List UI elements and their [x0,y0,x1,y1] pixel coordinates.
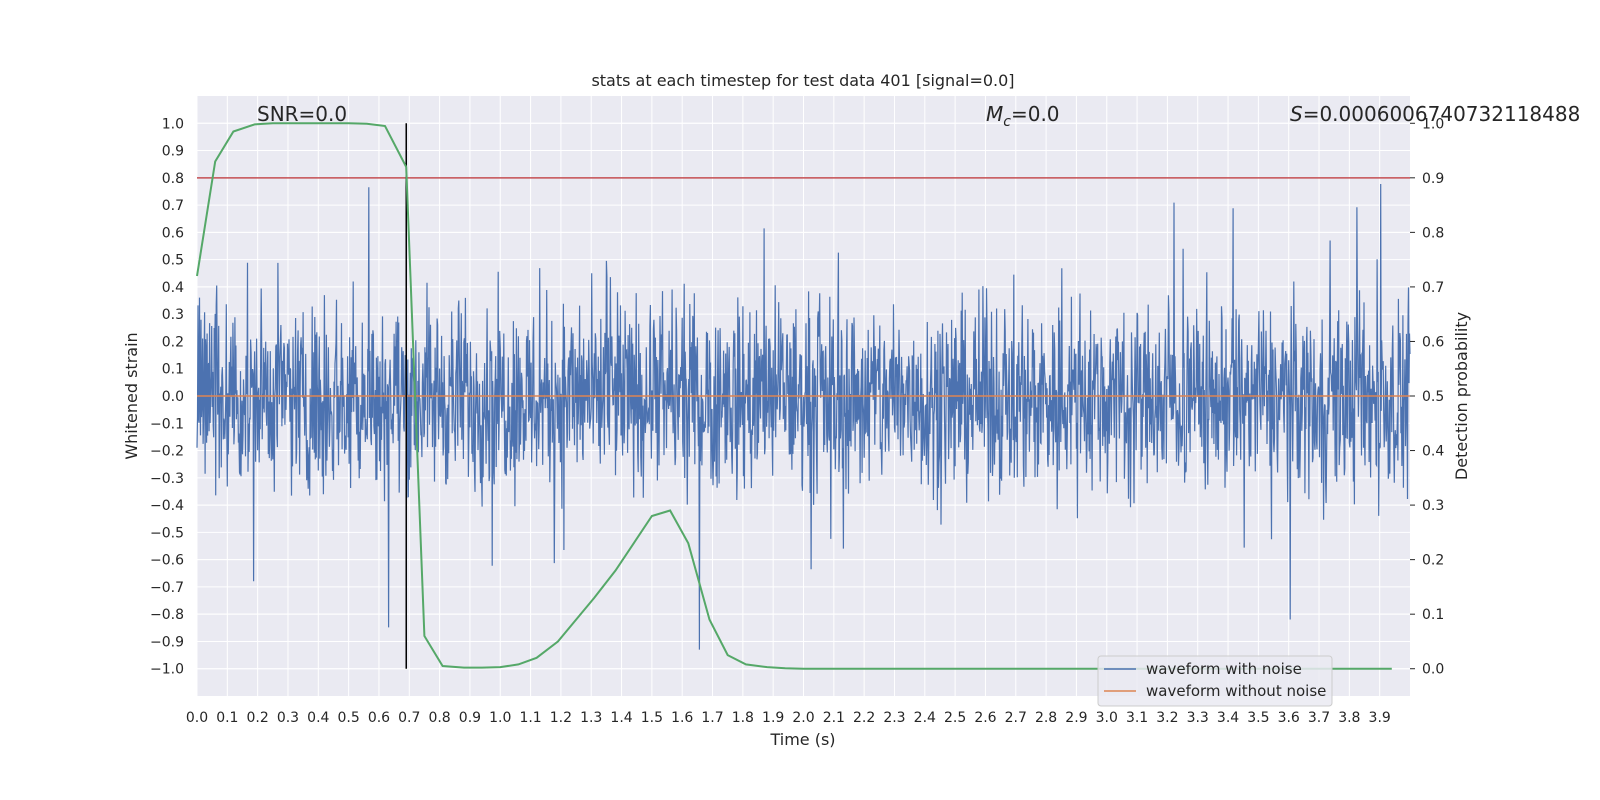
x-tick-label: 1.2 [550,710,572,726]
x-tick-label: 2.0 [792,710,814,726]
x-tick-label: 0.9 [459,710,481,726]
x-tick-label: 2.2 [853,710,875,726]
chirp-mass-symbol: M [986,102,1003,126]
right-y-axis-label: Detection probability [1452,312,1471,480]
s-annotation: S=0.0006006740732118488 [1290,102,1580,126]
y-tick-label: 1.0 [162,116,184,132]
y-tick-label: 0.1 [162,362,184,378]
y-tick-label: −0.2 [150,444,184,460]
x-tick-labels: 0.0 0.1 0.2 0.3 0.4 0.5 0.6 0.7 0.8 0.9 1.0 1.1 1.2 1… [186,710,1391,726]
right-y-tick-label: 0.7 [1422,280,1444,296]
x-tick-label: 1.7 [701,710,723,726]
y-tick-label: −0.5 [150,525,184,541]
x-tick-label: 0.3 [277,710,299,726]
chirp-mass-annotation: Mc=0.0 [986,102,1060,130]
y-tick-label: 0.3 [162,307,184,323]
legend-box [1097,655,1333,707]
y-tick-label: −0.9 [150,634,184,650]
x-tick-label: 3.2 [1156,710,1178,726]
y-tick-label: 0.7 [162,198,184,214]
right-y-tick-label: 0.6 [1422,334,1444,350]
y-tick-label: 0.0 [162,389,184,405]
x-tick-label: 0.4 [307,710,329,726]
x-tick-label: 3.3 [1187,710,1209,726]
x-tick-label: 2.3 [883,710,905,726]
x-tick-label: 2.8 [1035,710,1057,726]
y-tick-label: 0.2 [162,334,184,350]
right-y-tick-labels: 1.0 0.9 0.8 0.7 0.6 0.5 0.4 0.3 0.2 0.1 0.0 [1410,116,1444,678]
x-tick-label: 1.5 [641,710,663,726]
y-axis-label: Whitened strain [122,332,141,459]
snr-annotation: SNR=0.0 [257,102,347,126]
x-tick-label: 1.3 [580,710,602,726]
x-tick-label: 0.5 [337,710,359,726]
waveform-with-noise-series [196,183,1411,650]
right-y-tick-label: 0.9 [1422,171,1444,187]
x-tick-label: 3.8 [1338,710,1360,726]
waveform-with-noise-line [196,183,1411,650]
chirp-mass-value: =0.0 [1011,102,1060,126]
x-tick-label: 1.9 [762,710,784,726]
x-tick-label: 3.0 [1096,710,1118,726]
x-tick-label: 0.7 [398,710,420,726]
x-tick-label: 2.7 [1005,710,1027,726]
x-tick-label: 1.6 [671,710,693,726]
x-tick-label: 2.1 [823,710,845,726]
x-tick-label: 1.4 [610,710,632,726]
right-y-tick-label: 0.3 [1422,498,1444,514]
right-y-tick-label: 0.1 [1422,607,1444,623]
legend-label-clean: waveform without noise [1146,682,1326,700]
x-tick-label: 3.5 [1247,710,1269,726]
x-tick-label: 1.0 [489,710,511,726]
y-tick-labels: 1.0 0.9 0.8 0.7 0.6 0.5 0.4 0.3 0.2 0.1 0.0 −0.1 −0.… [150,116,184,677]
x-tick-label: 2.6 [974,710,996,726]
x-tick-label: 2.9 [1065,710,1087,726]
s-symbol: S [1290,102,1303,126]
y-tick-label: −0.7 [150,580,184,596]
y-tick-label: −0.8 [150,607,184,623]
right-y-tick-label: 0.8 [1422,225,1444,241]
y-tick-label: −0.1 [150,416,184,432]
x-tick-label: 3.6 [1278,710,1300,726]
y-tick-label: −0.6 [150,553,184,569]
y-tick-label: 0.5 [162,253,184,269]
x-tick-label: 2.5 [944,710,966,726]
x-tick-label: 3.7 [1308,710,1330,726]
x-tick-label: 3.9 [1369,710,1391,726]
y-tick-label: −1.0 [150,662,184,678]
legend-label-noise: waveform with noise [1146,660,1302,678]
right-y-tick-label: 1.0 [1422,116,1444,132]
detection-probability-series [196,122,1392,670]
x-tick-label: 3.4 [1217,710,1239,726]
right-y-tick-label: 0.5 [1422,389,1444,405]
legend: waveform with noise waveform without noi… [1097,655,1333,707]
right-y-tick-label: 0.0 [1422,662,1444,678]
y-tick-label: 0.8 [162,171,184,187]
x-tick-label: 2.4 [914,710,936,726]
x-tick-label: 1.8 [732,710,754,726]
y-tick-label: −0.4 [150,498,184,514]
y-tick-label: 0.6 [162,225,184,241]
chirp-mass-subscript: c [1003,114,1011,130]
right-y-tick-label: 0.4 [1422,444,1444,460]
x-tick-label: 0.0 [186,710,208,726]
x-tick-label: 0.2 [247,710,269,726]
x-tick-label: 1.1 [519,710,541,726]
x-tick-label: 3.1 [1126,710,1148,726]
x-tick-label: 0.6 [368,710,390,726]
y-tick-label: 0.4 [162,280,184,296]
detection-probability-line [196,122,1392,670]
x-tick-label: 0.1 [216,710,238,726]
y-tick-label: 0.9 [162,144,184,160]
x-tick-label: 0.8 [428,710,450,726]
x-axis-label: Time (s) [769,730,835,749]
right-y-tick-label: 0.2 [1422,553,1444,569]
chart-title: stats at each timestep for test data 401… [591,71,1014,90]
s-value: =0.0006006740732118488 [1303,102,1581,126]
y-tick-label: −0.3 [150,471,184,487]
